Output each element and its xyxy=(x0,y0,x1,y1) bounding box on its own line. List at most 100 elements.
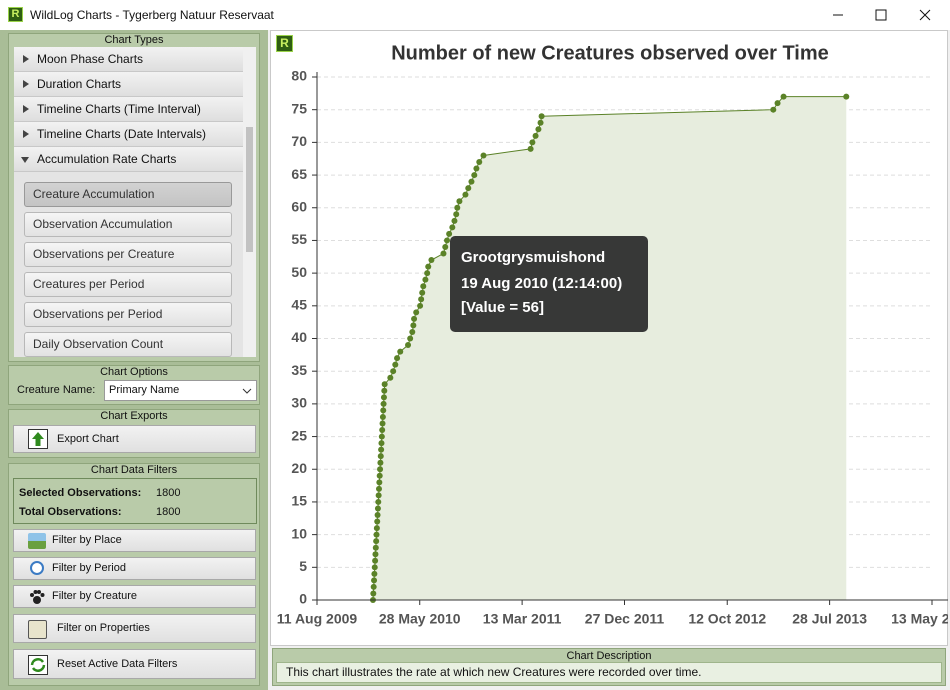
scrollbar[interactable] xyxy=(243,47,256,357)
filter-button[interactable]: Filter on Properties xyxy=(13,614,256,643)
point xyxy=(374,512,381,519)
creature-name-select[interactable]: Primary Name xyxy=(104,380,257,401)
group-header[interactable]: Timeline Charts (Time Interval) xyxy=(14,97,243,122)
point xyxy=(392,361,399,368)
panel-title: Chart Exports xyxy=(100,410,168,422)
point xyxy=(440,250,447,257)
window-controls[interactable] xyxy=(810,0,950,30)
option-label: Creature Name: xyxy=(17,384,96,396)
point xyxy=(473,165,480,172)
filter-button[interactable]: Reset Active Data Filters xyxy=(13,649,256,679)
title-bar: R WildLog Charts - Tygerberg Natuur Rese… xyxy=(0,0,950,30)
point xyxy=(527,145,534,152)
point xyxy=(379,420,386,427)
point xyxy=(468,178,475,185)
point xyxy=(425,263,432,270)
y-tick-label: 10 xyxy=(291,525,307,541)
scroll-thumb[interactable] xyxy=(246,127,253,252)
point xyxy=(375,485,382,492)
y-tick-label: 30 xyxy=(291,395,307,411)
group-header[interactable]: Timeline Charts (Date Intervals) xyxy=(14,122,243,147)
point xyxy=(373,538,380,545)
point xyxy=(372,544,379,551)
button-label: Filter by Creature xyxy=(52,590,137,602)
filter-button[interactable]: Filter by Place xyxy=(13,529,256,552)
stat-label: Total Observations: xyxy=(19,506,122,518)
point xyxy=(370,590,377,597)
stat-value: 1800 xyxy=(156,506,181,518)
tooltip-line: [Value = 56] xyxy=(461,299,544,316)
chart-button-selected[interactable]: Creature Accumulation xyxy=(24,182,232,207)
chart-button[interactable]: Observations per Creature xyxy=(24,242,232,267)
point xyxy=(444,237,451,244)
panel-title: Chart Data Filters xyxy=(90,464,178,476)
point xyxy=(538,113,545,120)
group-label: Moon Phase Charts xyxy=(37,52,144,66)
select-value: Primary Name xyxy=(109,384,180,396)
app-logo: R xyxy=(8,7,23,22)
point xyxy=(454,204,461,211)
group-header[interactable]: Duration Charts xyxy=(14,72,243,97)
point xyxy=(442,243,449,250)
point xyxy=(456,198,463,205)
group-label: Timeline Charts (Time Interval) xyxy=(37,102,201,116)
y-tick-label: 20 xyxy=(291,460,307,476)
filter-button[interactable]: Filter by Period xyxy=(13,557,256,580)
point xyxy=(381,387,388,394)
point xyxy=(372,557,379,564)
point xyxy=(462,191,469,198)
y-tick-label: 75 xyxy=(291,100,307,116)
chart: Number of new Creatures observed over Ti… xyxy=(277,42,948,627)
close[interactable] xyxy=(919,9,931,21)
export-icon xyxy=(28,429,48,449)
chart-button[interactable]: Observation Accumulation xyxy=(24,212,232,237)
point xyxy=(770,106,777,113)
point xyxy=(376,472,383,479)
maximize[interactable] xyxy=(875,9,887,21)
point xyxy=(471,172,478,179)
x-tick-label: 12 Oct 2012 xyxy=(688,611,766,627)
chart-button[interactable]: Observations per Period xyxy=(24,302,232,327)
point xyxy=(377,459,384,466)
filter-button[interactable]: Filter by Creature xyxy=(13,585,256,608)
group-header[interactable]: Moon Phase Charts xyxy=(14,47,243,72)
point xyxy=(419,289,426,296)
point xyxy=(387,374,394,381)
button-label: Export Chart xyxy=(57,433,119,445)
point xyxy=(420,283,427,290)
point xyxy=(409,328,416,335)
point xyxy=(532,132,539,139)
point xyxy=(380,407,387,414)
stat-value: 1800 xyxy=(156,487,181,499)
panel-title: Chart Options xyxy=(100,366,168,378)
description-text: This chart illustrates the rate at which… xyxy=(276,662,942,683)
select-arrow xyxy=(242,388,252,394)
export-button[interactable]: Export Chart xyxy=(13,425,256,453)
point xyxy=(453,211,460,218)
description-panel: Chart Description This chart illustrates… xyxy=(272,648,946,686)
point xyxy=(378,433,385,440)
y-tick-label: 70 xyxy=(291,133,307,149)
point xyxy=(375,492,382,499)
paw-icon xyxy=(30,590,45,604)
chart-title: Number of new Creatures observed over Ti… xyxy=(391,42,829,64)
point xyxy=(843,93,850,100)
point xyxy=(379,413,386,420)
point xyxy=(372,551,379,558)
point xyxy=(480,152,487,159)
group-header[interactable]: Accumulation Rate Charts xyxy=(14,147,243,172)
point xyxy=(371,577,378,584)
point xyxy=(422,276,429,283)
point xyxy=(390,368,397,375)
point xyxy=(535,126,542,133)
point xyxy=(379,427,386,434)
chart-button[interactable]: Creatures per Period xyxy=(24,272,232,297)
y-tick-label: 55 xyxy=(291,231,307,247)
point xyxy=(378,440,385,447)
point xyxy=(476,158,483,165)
chart-button[interactable]: Daily Observation Count xyxy=(24,332,232,357)
y-tick-label: 0 xyxy=(299,591,307,607)
point xyxy=(377,466,384,473)
point xyxy=(378,446,385,453)
point xyxy=(446,230,453,237)
